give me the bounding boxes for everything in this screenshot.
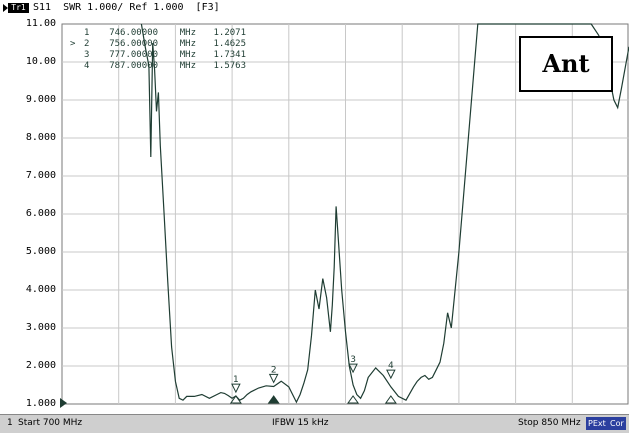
status-bar: 1 Start 700 MHz IFBW 15 kHz Stop 850 MHz… <box>0 414 629 433</box>
marker-triangle-icon <box>231 383 241 394</box>
start-frequency[interactable]: Start 700 MHz <box>18 418 83 428</box>
y-tick-label: 6.000 <box>25 208 56 219</box>
marker-num: 1 <box>84 28 90 38</box>
marker-layer: 1 2 3 4 <box>229 355 397 404</box>
marker-triangle-icon <box>348 363 358 374</box>
trace-header: Tr1 S11 SWR 1.000/ Ref 1.000 [F3] <box>0 0 629 15</box>
marker-2: 2 <box>267 365 280 404</box>
channel-number[interactable]: 1 <box>7 418 13 428</box>
marker-freq: 746.00000 <box>109 28 158 38</box>
marker-readout-row[interactable]: 4 787.00000 MHz 1.5763 <box>70 61 246 72</box>
y-tick-label: 5.000 <box>25 246 56 257</box>
ant-label-box: Ant <box>519 36 613 92</box>
y-tick-label: 7.000 <box>25 170 56 181</box>
marker-unit: MHz <box>179 39 196 49</box>
y-tick-label: 4.000 <box>25 284 56 295</box>
marker-freq: 756.00000 <box>109 39 158 49</box>
marker-num: 2 <box>84 39 90 49</box>
marker-freq: 777.00000 <box>109 50 158 60</box>
stop-frequency[interactable]: Stop 850 MHz <box>518 418 581 428</box>
trace-tag[interactable]: Tr1 <box>8 3 29 13</box>
marker-readout-row[interactable]: 3 777.00000 MHz 1.7341 <box>70 50 246 61</box>
correction-badge[interactable]: Cor <box>608 417 626 430</box>
marker-stimulus-icon <box>384 395 397 404</box>
trace-title: S11 SWR 1.000/ Ref 1.000 [F3] <box>33 2 220 13</box>
marker-unit: MHz <box>179 28 196 38</box>
marker-readout-row[interactable]: 1 746.00000 MHz 1.2071 <box>70 28 246 39</box>
marker-num: 4 <box>84 61 90 71</box>
port-extension-badge[interactable]: PExt <box>586 417 608 430</box>
marker-value: 1.4625 <box>213 39 246 49</box>
marker-stimulus-icon <box>347 395 360 404</box>
y-tick-label: 8.000 <box>25 132 56 143</box>
y-tick-label: 11.00 <box>25 18 56 29</box>
marker-active: > <box>70 39 76 49</box>
marker-readout-table: 1 746.00000 MHz 1.2071 >2 756.00000 MHz 1.4625 … <box>70 28 246 72</box>
ifbw-value[interactable]: IFBW 15 kHz <box>272 418 329 428</box>
marker-readout-row[interactable]: >2 756.00000 MHz 1.4625 <box>70 39 246 50</box>
marker-label: 2 <box>271 365 277 375</box>
trace-layer <box>140 23 629 404</box>
marker-value: 1.7341 <box>213 50 246 60</box>
marker-stimulus-icon <box>229 395 242 404</box>
reference-level-arrow-icon[interactable] <box>60 398 67 408</box>
marker-active <box>70 50 84 61</box>
y-tick-label: 2.000 <box>25 360 56 371</box>
marker-value: 1.5763 <box>213 61 246 71</box>
marker-unit: MHz <box>179 50 196 60</box>
marker-triangle-icon <box>268 373 279 384</box>
y-tick-label: 10.00 <box>25 56 56 67</box>
swr-trace-line <box>140 23 629 404</box>
marker-label: 1 <box>233 375 239 385</box>
y-tick-label: 9.000 <box>25 94 56 105</box>
marker-triangle-icon <box>386 369 396 380</box>
marker-freq: 787.00000 <box>109 61 158 71</box>
y-tick-label: 1.000 <box>25 398 56 409</box>
marker-4: 4 <box>384 361 397 404</box>
y-tick-label: 3.000 <box>25 322 56 333</box>
marker-label: 3 <box>350 355 356 365</box>
trace-caret-icon <box>3 4 8 12</box>
marker-active <box>70 28 84 39</box>
marker-1: 1 <box>229 375 242 404</box>
marker-num: 3 <box>84 50 90 60</box>
marker-active <box>70 61 84 72</box>
marker-label: 4 <box>388 361 394 371</box>
marker-value: 1.2071 <box>213 28 246 38</box>
marker-stimulus-icon <box>267 395 280 404</box>
marker-3: 3 <box>347 355 360 404</box>
marker-unit: MHz <box>179 61 196 71</box>
